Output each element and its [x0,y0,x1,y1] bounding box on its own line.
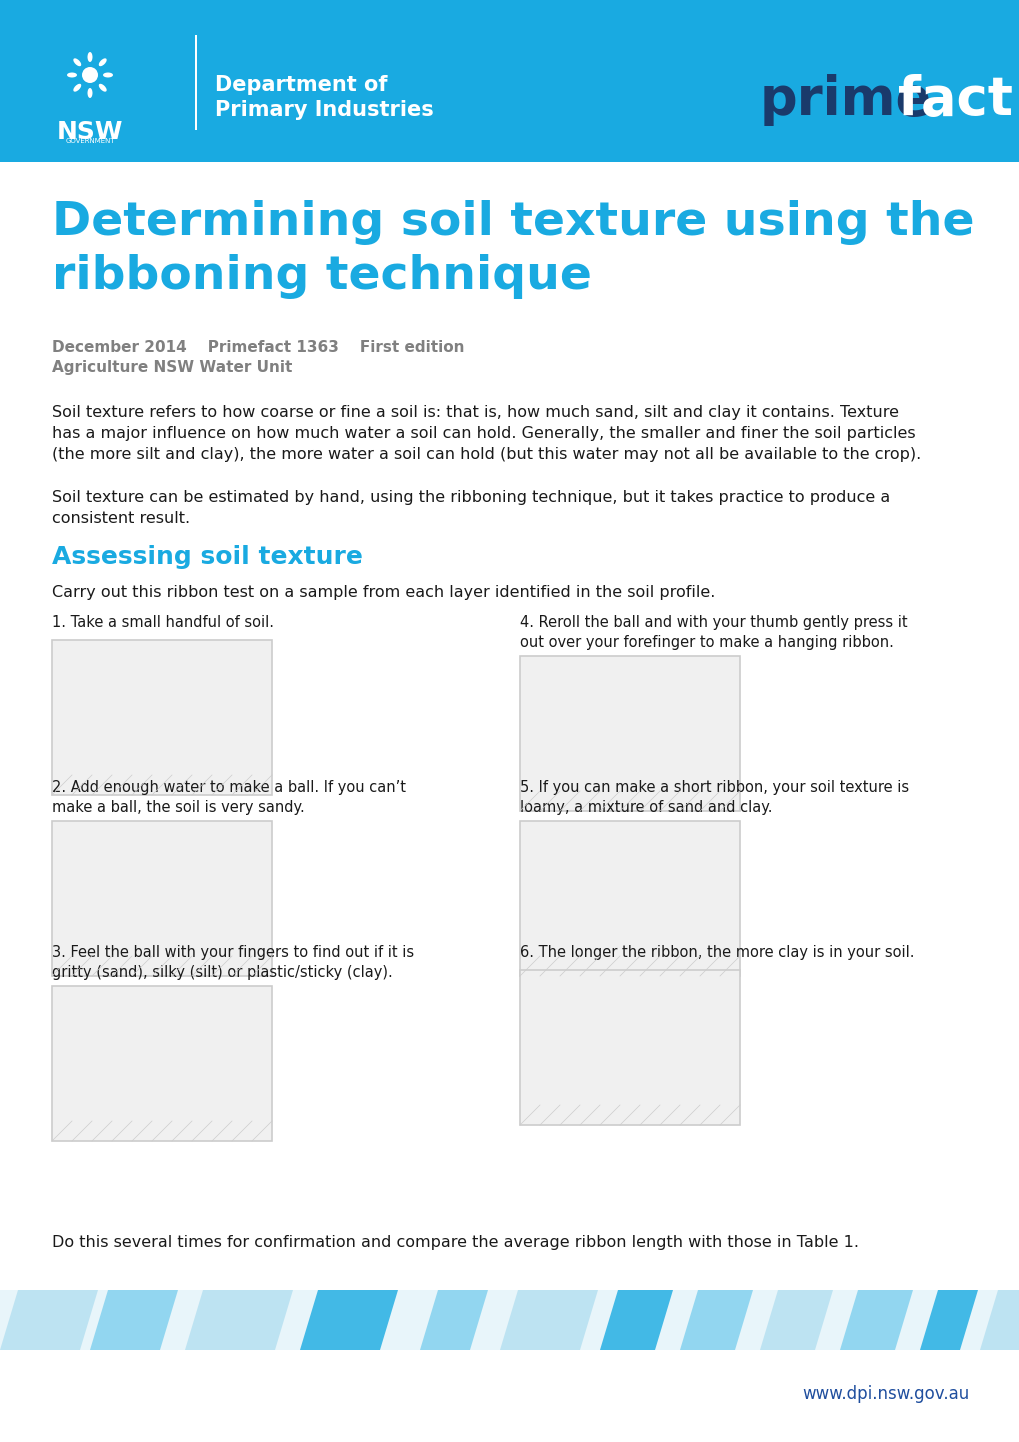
Text: Determining soil texture using the
ribboning technique: Determining soil texture using the ribbo… [52,200,973,298]
Text: Assessing soil texture: Assessing soil texture [52,545,363,570]
Text: Department of: Department of [215,75,387,95]
Text: prime: prime [759,74,931,125]
Bar [520,656,739,810]
Bar [0,1291,1019,1350]
PathPatch shape [499,1291,597,1350]
Text: 1. Take a small handful of soil.: 1. Take a small handful of soil. [52,614,274,630]
PathPatch shape [599,1291,673,1350]
Text: 2. Add enough water to make a ball. If you can’t
make a ball, the soil is very s: 2. Add enough water to make a ball. If y… [52,780,406,815]
PathPatch shape [300,1291,397,1350]
PathPatch shape [840,1291,912,1350]
Bar [520,970,739,1125]
Text: Primary Industries: Primary Industries [215,99,433,120]
PathPatch shape [919,1291,977,1350]
Bar [0,1350,1019,1442]
PathPatch shape [759,1291,833,1350]
Text: NSW: NSW [57,120,123,144]
Text: Carry out this ribbon test on a sample from each layer identified in the soil pr: Carry out this ribbon test on a sample f… [52,585,714,600]
Text: Soil texture refers to how coarse or fine a soil is: that is, how much sand, sil: Soil texture refers to how coarse or fin… [52,405,920,461]
Text: 5. If you can make a short ribbon, your soil texture is
loamy, a mixture of sand: 5. If you can make a short ribbon, your … [520,780,908,815]
Text: fact: fact [897,74,1012,125]
Text: GOVERNMENT: GOVERNMENT [65,138,115,144]
PathPatch shape [780,0,1019,294]
Ellipse shape [103,72,113,78]
Ellipse shape [99,58,107,66]
Bar [52,640,272,795]
Text: www.dpi.nsw.gov.au: www.dpi.nsw.gov.au [802,1384,969,1403]
Ellipse shape [99,84,107,92]
Text: 4. Reroll the ball and with your thumb gently press it
out over your forefinger : 4. Reroll the ball and with your thumb g… [520,614,907,650]
PathPatch shape [780,0,1019,392]
PathPatch shape [979,1291,1019,1350]
PathPatch shape [90,1291,178,1350]
PathPatch shape [420,1291,487,1350]
Bar [0,0,1019,162]
Ellipse shape [88,52,93,62]
Circle shape [82,66,98,84]
PathPatch shape [0,1291,98,1350]
Bar [52,986,272,1141]
Text: 6. The longer the ribbon, the more clay is in your soil.: 6. The longer the ribbon, the more clay … [520,945,914,960]
Text: 3. Feel the ball with your fingers to find out if it is
gritty (sand), silky (si: 3. Feel the ball with your fingers to fi… [52,945,414,979]
PathPatch shape [184,1291,292,1350]
Bar [195,35,197,130]
Ellipse shape [73,84,82,92]
Ellipse shape [67,72,76,78]
Text: Agriculture NSW Water Unit: Agriculture NSW Water Unit [52,360,292,375]
PathPatch shape [680,1291,752,1350]
Ellipse shape [73,58,82,66]
Text: Soil texture can be estimated by hand, using the ribboning technique, but it tak: Soil texture can be estimated by hand, u… [52,490,890,526]
Text: December 2014    Primefact 1363    First edition: December 2014 Primefact 1363 First editi… [52,340,464,355]
Bar [520,820,739,976]
Text: Do this several times for confirmation and compare the average ribbon length wit: Do this several times for confirmation a… [52,1234,858,1250]
Ellipse shape [88,88,93,98]
Bar [52,820,272,976]
